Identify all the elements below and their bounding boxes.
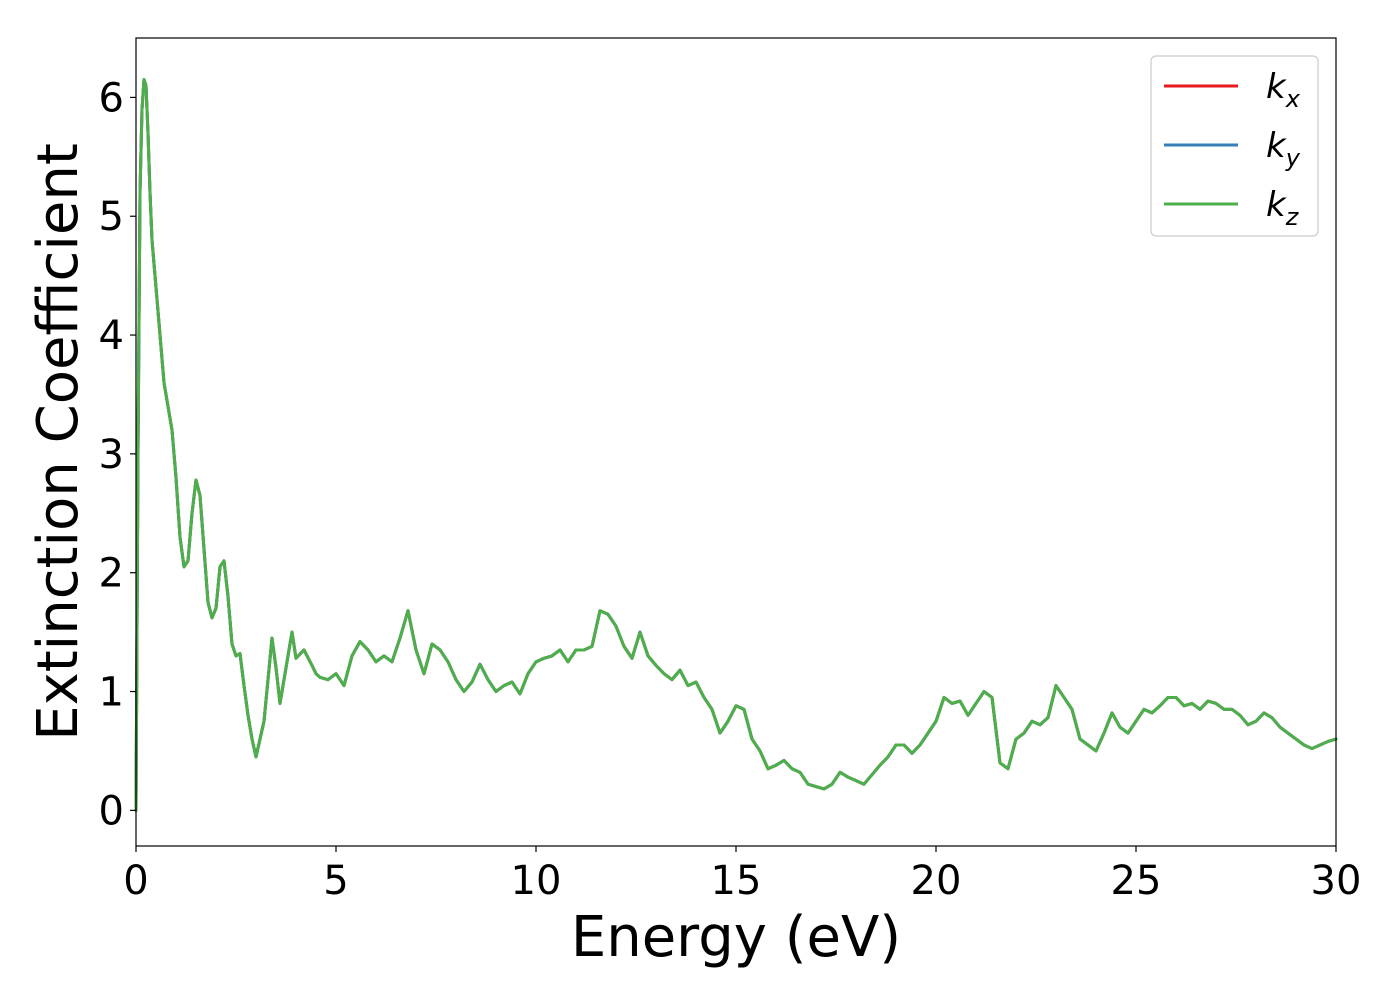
y-axis-title: Extinction Coefficient — [26, 143, 91, 741]
x-tick-label: 15 — [711, 858, 762, 904]
y-tick-label: 0 — [99, 788, 124, 834]
y-axis-ticks: 0 1 2 3 4 5 6 — [99, 75, 136, 834]
y-tick-label: 1 — [99, 670, 124, 716]
x-axis-title: Energy (eV) — [571, 905, 901, 970]
series-layer — [134, 78, 1338, 812]
x-tick-label: 30 — [1311, 858, 1362, 904]
legend-label-kz: kz — [1266, 185, 1300, 231]
y-tick-label: 5 — [99, 194, 124, 240]
y-tick-label: 3 — [99, 432, 124, 478]
legend-label-kx: kx — [1266, 67, 1301, 113]
legend-label-ky: ky — [1266, 126, 1301, 172]
y-tick-label: 6 — [99, 75, 124, 121]
x-tick-label: 10 — [511, 858, 562, 904]
legend: kx ky kz — [1150, 55, 1319, 237]
y-tick-label: 4 — [99, 313, 124, 359]
x-tick-label: 0 — [123, 858, 148, 904]
x-tick-label: 20 — [911, 858, 962, 904]
y-tick-label: 2 — [99, 551, 124, 597]
x-axis-ticks: 0 5 10 15 20 25 30 — [123, 846, 1361, 904]
series-line-kz — [134, 78, 1338, 812]
x-tick-label: 25 — [1111, 858, 1162, 904]
x-tick-label: 5 — [323, 858, 348, 904]
